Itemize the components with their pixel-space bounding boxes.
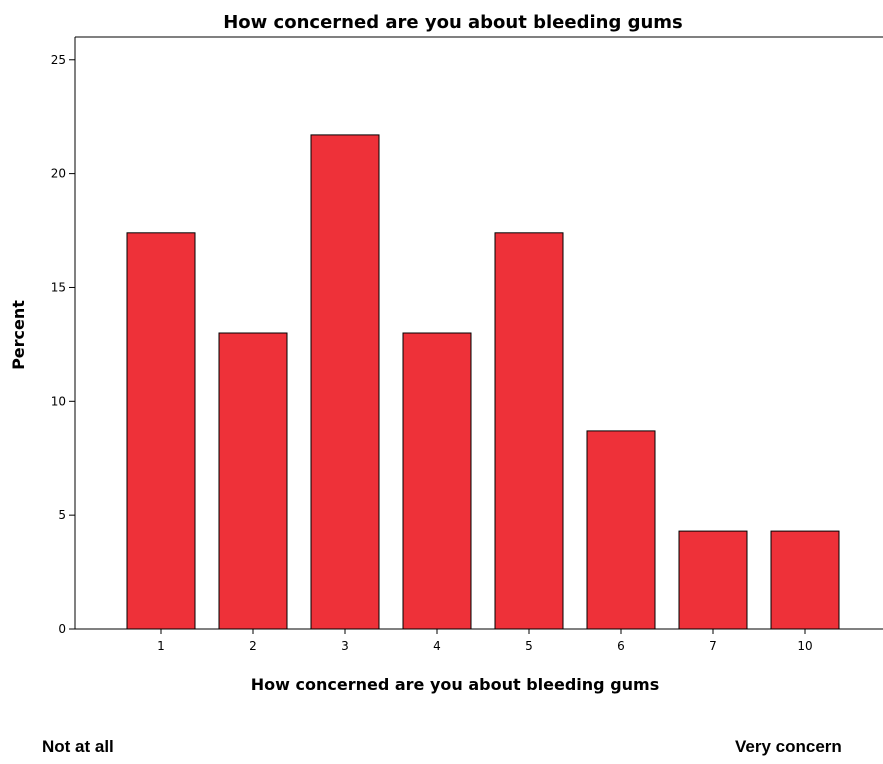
x-tick-label: 6 (617, 639, 625, 653)
chart-title: How concerned are you about bleeding gum… (223, 12, 683, 33)
x-tick-label: 3 (341, 639, 349, 653)
plot-frame (74, 36, 883, 630)
y-tick-label: 10 (51, 394, 66, 408)
x-tick-label: 2 (249, 639, 257, 653)
bar-1 (126, 232, 196, 630)
y-tick-label: 25 (51, 53, 66, 67)
bar-2 (218, 332, 288, 630)
bar-5 (494, 232, 564, 630)
bars (126, 134, 840, 630)
bar-7 (678, 530, 748, 630)
y-axis: 0 5 10 15 20 25 (51, 53, 75, 636)
y-axis-label: Percent (9, 300, 28, 370)
y-tick-label: 0 (58, 622, 66, 636)
x-axis-label: How concerned are you about bleeding gum… (251, 675, 659, 694)
bar-6 (586, 430, 656, 630)
x-axis: 1 2 3 4 5 6 7 10 (157, 629, 813, 653)
bar-3 (310, 134, 380, 630)
bar-4 (402, 332, 472, 630)
x-tick-label: 5 (525, 639, 533, 653)
y-tick-label: 5 (58, 508, 66, 522)
scale-min-label: Not at all (42, 737, 114, 756)
x-tick-label: 1 (157, 639, 165, 653)
y-tick-label: 15 (51, 280, 66, 294)
x-tick-label: 4 (433, 639, 441, 653)
x-tick-label: 10 (797, 639, 812, 653)
bar-10 (770, 530, 840, 630)
scale-max-label: Very concern (735, 737, 842, 756)
x-tick-label: 7 (709, 639, 717, 653)
y-tick-label: 20 (51, 167, 66, 181)
